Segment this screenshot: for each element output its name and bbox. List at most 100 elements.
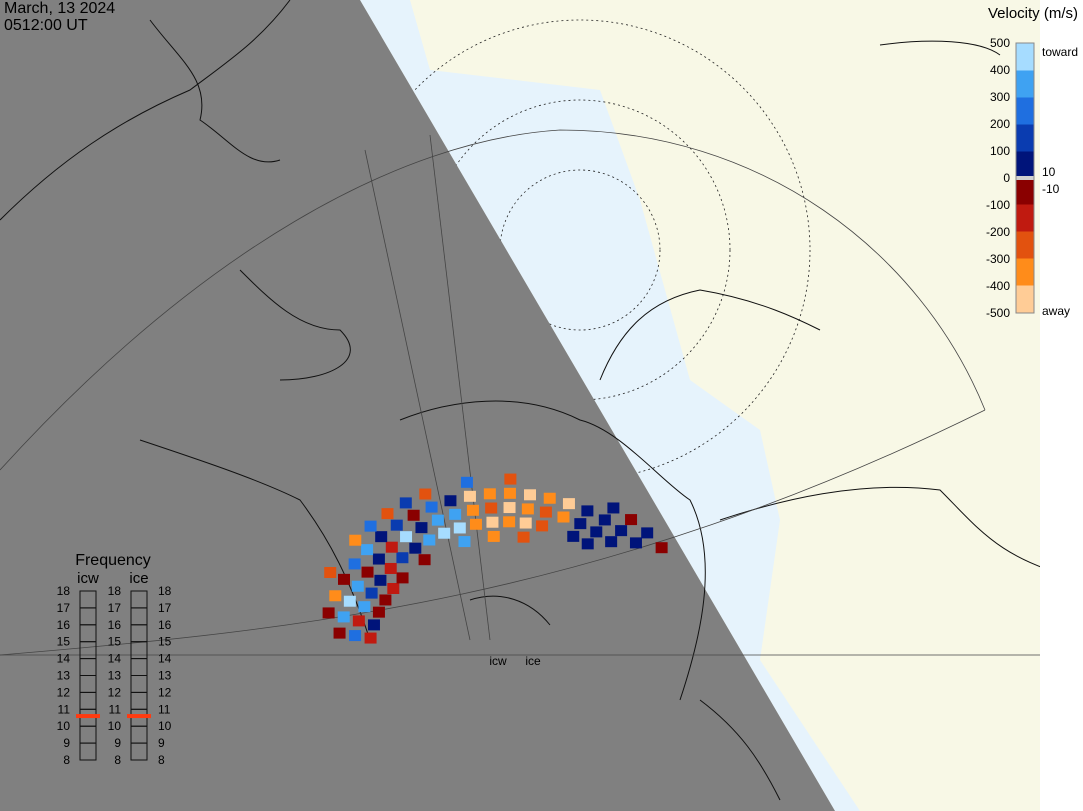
frequency-tick-label: 12	[158, 685, 172, 699]
frequency-tick-label: 14	[108, 652, 122, 666]
velocity-cell	[423, 534, 436, 546]
velocity-cell	[409, 542, 422, 554]
frequency-marker	[127, 714, 151, 719]
velocity-cell	[581, 538, 594, 550]
velocity-cell	[384, 562, 397, 574]
frequency-tick-label: 8	[63, 753, 70, 767]
frequency-tick-label: 9	[114, 736, 121, 750]
colorbar-tick-label: -500	[986, 306, 1010, 320]
colorbar-tick-label: -400	[986, 279, 1010, 293]
velocity-cell	[418, 554, 431, 566]
colorbar-tick-label: 200	[990, 117, 1010, 131]
frequency-tick-label: 18	[57, 584, 71, 598]
velocity-cell	[487, 530, 500, 542]
velocity-cell	[419, 488, 432, 500]
velocity-cell	[431, 514, 444, 526]
radar-label: icw	[489, 654, 507, 668]
frequency-cell	[130, 590, 148, 609]
frequency-tick-label: 16	[158, 618, 172, 632]
colorbar-tick-label: 400	[990, 63, 1010, 77]
colorbar-inner-label: 10	[1042, 165, 1056, 179]
away-label: away	[1042, 304, 1070, 318]
frequency-title: Frequency	[75, 552, 151, 569]
velocity-cell	[590, 526, 603, 538]
frequency-tick-label: 10	[108, 719, 122, 733]
radar-label: ice	[525, 654, 541, 668]
velocity-cell	[581, 505, 594, 517]
velocity-cell	[324, 566, 337, 578]
velocity-cell	[607, 502, 620, 514]
velocity-cell	[460, 476, 473, 488]
velocity-cell	[523, 489, 536, 501]
velocity-cell	[503, 516, 516, 528]
velocity-cell	[364, 632, 377, 644]
frequency-tick-label: 18	[158, 584, 172, 598]
velocity-cell	[351, 580, 364, 592]
velocity-cell	[486, 516, 499, 528]
velocity-cell	[396, 552, 409, 564]
velocity-cell	[329, 590, 342, 602]
colorbar-swatch	[1015, 123, 1035, 152]
velocity-cell	[483, 488, 496, 500]
velocity-cell	[343, 595, 356, 607]
velocity-cell	[361, 566, 374, 578]
velocity-cell	[641, 527, 654, 539]
velocity-cell	[605, 536, 618, 548]
velocity-cell	[372, 553, 385, 565]
velocity-cell	[504, 473, 517, 485]
velocity-cell	[425, 501, 438, 513]
frequency-tick-label: 10	[158, 719, 172, 733]
velocity-cell	[399, 497, 412, 509]
frequency-tick-label: 9	[63, 736, 70, 750]
frequency-tick-label: 16	[108, 618, 122, 632]
velocity-cell	[349, 630, 362, 642]
frequency-tick-label: 15	[108, 635, 122, 649]
frequency-tick-label: 8	[158, 753, 165, 767]
margin	[1040, 0, 1083, 811]
velocity-cell	[485, 502, 498, 514]
velocity-cell	[629, 537, 642, 549]
velocity-cell	[364, 520, 377, 532]
velocity-cell	[574, 518, 587, 530]
velocity-cell	[381, 508, 394, 520]
velocity-cell	[396, 572, 409, 584]
colorbar-zero-band	[1016, 176, 1034, 180]
velocity-cell	[536, 520, 549, 532]
colorbar-tick-label: -100	[986, 198, 1010, 212]
frequency-tick-label: 12	[57, 685, 71, 699]
frequency-radar-name: ice	[129, 570, 148, 587]
velocity-cell	[562, 498, 575, 510]
colorbar-tick-label: 0	[1003, 171, 1010, 185]
time: 0512:00 UT	[4, 17, 88, 34]
velocity-cell	[625, 514, 638, 526]
frequency-tick-label: 14	[158, 652, 172, 666]
ocean	[360, 0, 860, 811]
frequency-tick-label: 17	[57, 601, 71, 615]
velocity-cell	[519, 517, 532, 529]
frequency-tick-label: 17	[158, 601, 172, 615]
frequency-tick-label: 17	[108, 601, 122, 615]
colorbar-swatch	[1015, 150, 1035, 179]
velocity-cell	[444, 495, 457, 507]
velocity-cell	[387, 583, 400, 595]
frequency-tick-label: 8	[114, 753, 121, 767]
frequency-tick-label: 13	[57, 669, 71, 683]
colorbar-swatch	[1015, 42, 1035, 71]
velocity-cell	[372, 606, 385, 618]
colorbar-swatch	[1015, 231, 1035, 260]
frequency-tick-label: 16	[57, 618, 71, 632]
velocity-cell	[517, 531, 530, 543]
velocity-cell	[407, 509, 420, 521]
velocity-cell	[365, 587, 378, 599]
lat-lon-grid	[0, 129, 1083, 656]
colorbar-inner-label: -10	[1042, 182, 1060, 196]
velocity-cell	[375, 531, 388, 543]
velocity-cell	[322, 607, 335, 619]
velocity-cell	[361, 544, 374, 556]
colorbar-tick-label: 100	[990, 144, 1010, 158]
velocity-cell	[333, 627, 346, 639]
velocity-cell	[438, 527, 451, 539]
frequency-tick-label: 10	[57, 719, 71, 733]
colorbar-swatch	[1015, 69, 1035, 98]
